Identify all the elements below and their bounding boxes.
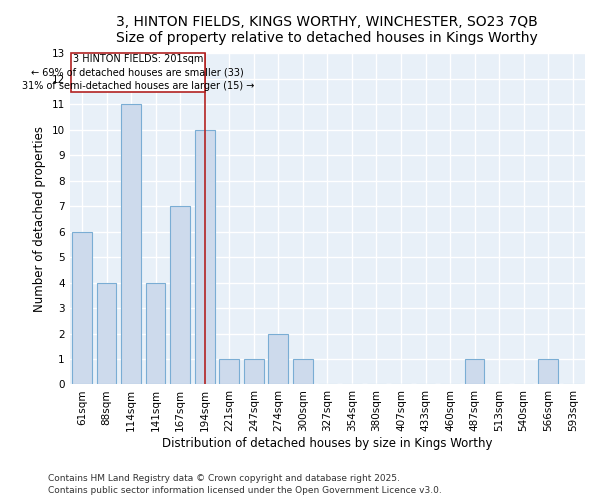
Bar [538, 359, 558, 384]
Bar [220, 359, 239, 384]
Bar [121, 104, 141, 384]
Bar [72, 232, 92, 384]
Text: 3 HINTON FIELDS: 201sqm
← 69% of detached houses are smaller (33)
31% of semi-de: 3 HINTON FIELDS: 201sqm ← 69% of detache… [22, 54, 254, 90]
X-axis label: Distribution of detached houses by size in Kings Worthy: Distribution of detached houses by size … [162, 437, 493, 450]
Bar [195, 130, 215, 384]
Bar [146, 282, 166, 384]
Bar [465, 359, 484, 384]
Y-axis label: Number of detached properties: Number of detached properties [33, 126, 46, 312]
Bar [97, 282, 116, 384]
Bar [293, 359, 313, 384]
FancyBboxPatch shape [71, 54, 205, 92]
Bar [268, 334, 288, 384]
Text: Contains HM Land Registry data © Crown copyright and database right 2025.
Contai: Contains HM Land Registry data © Crown c… [48, 474, 442, 495]
Title: 3, HINTON FIELDS, KINGS WORTHY, WINCHESTER, SO23 7QB
Size of property relative t: 3, HINTON FIELDS, KINGS WORTHY, WINCHEST… [116, 15, 538, 45]
Bar [170, 206, 190, 384]
Bar [244, 359, 263, 384]
